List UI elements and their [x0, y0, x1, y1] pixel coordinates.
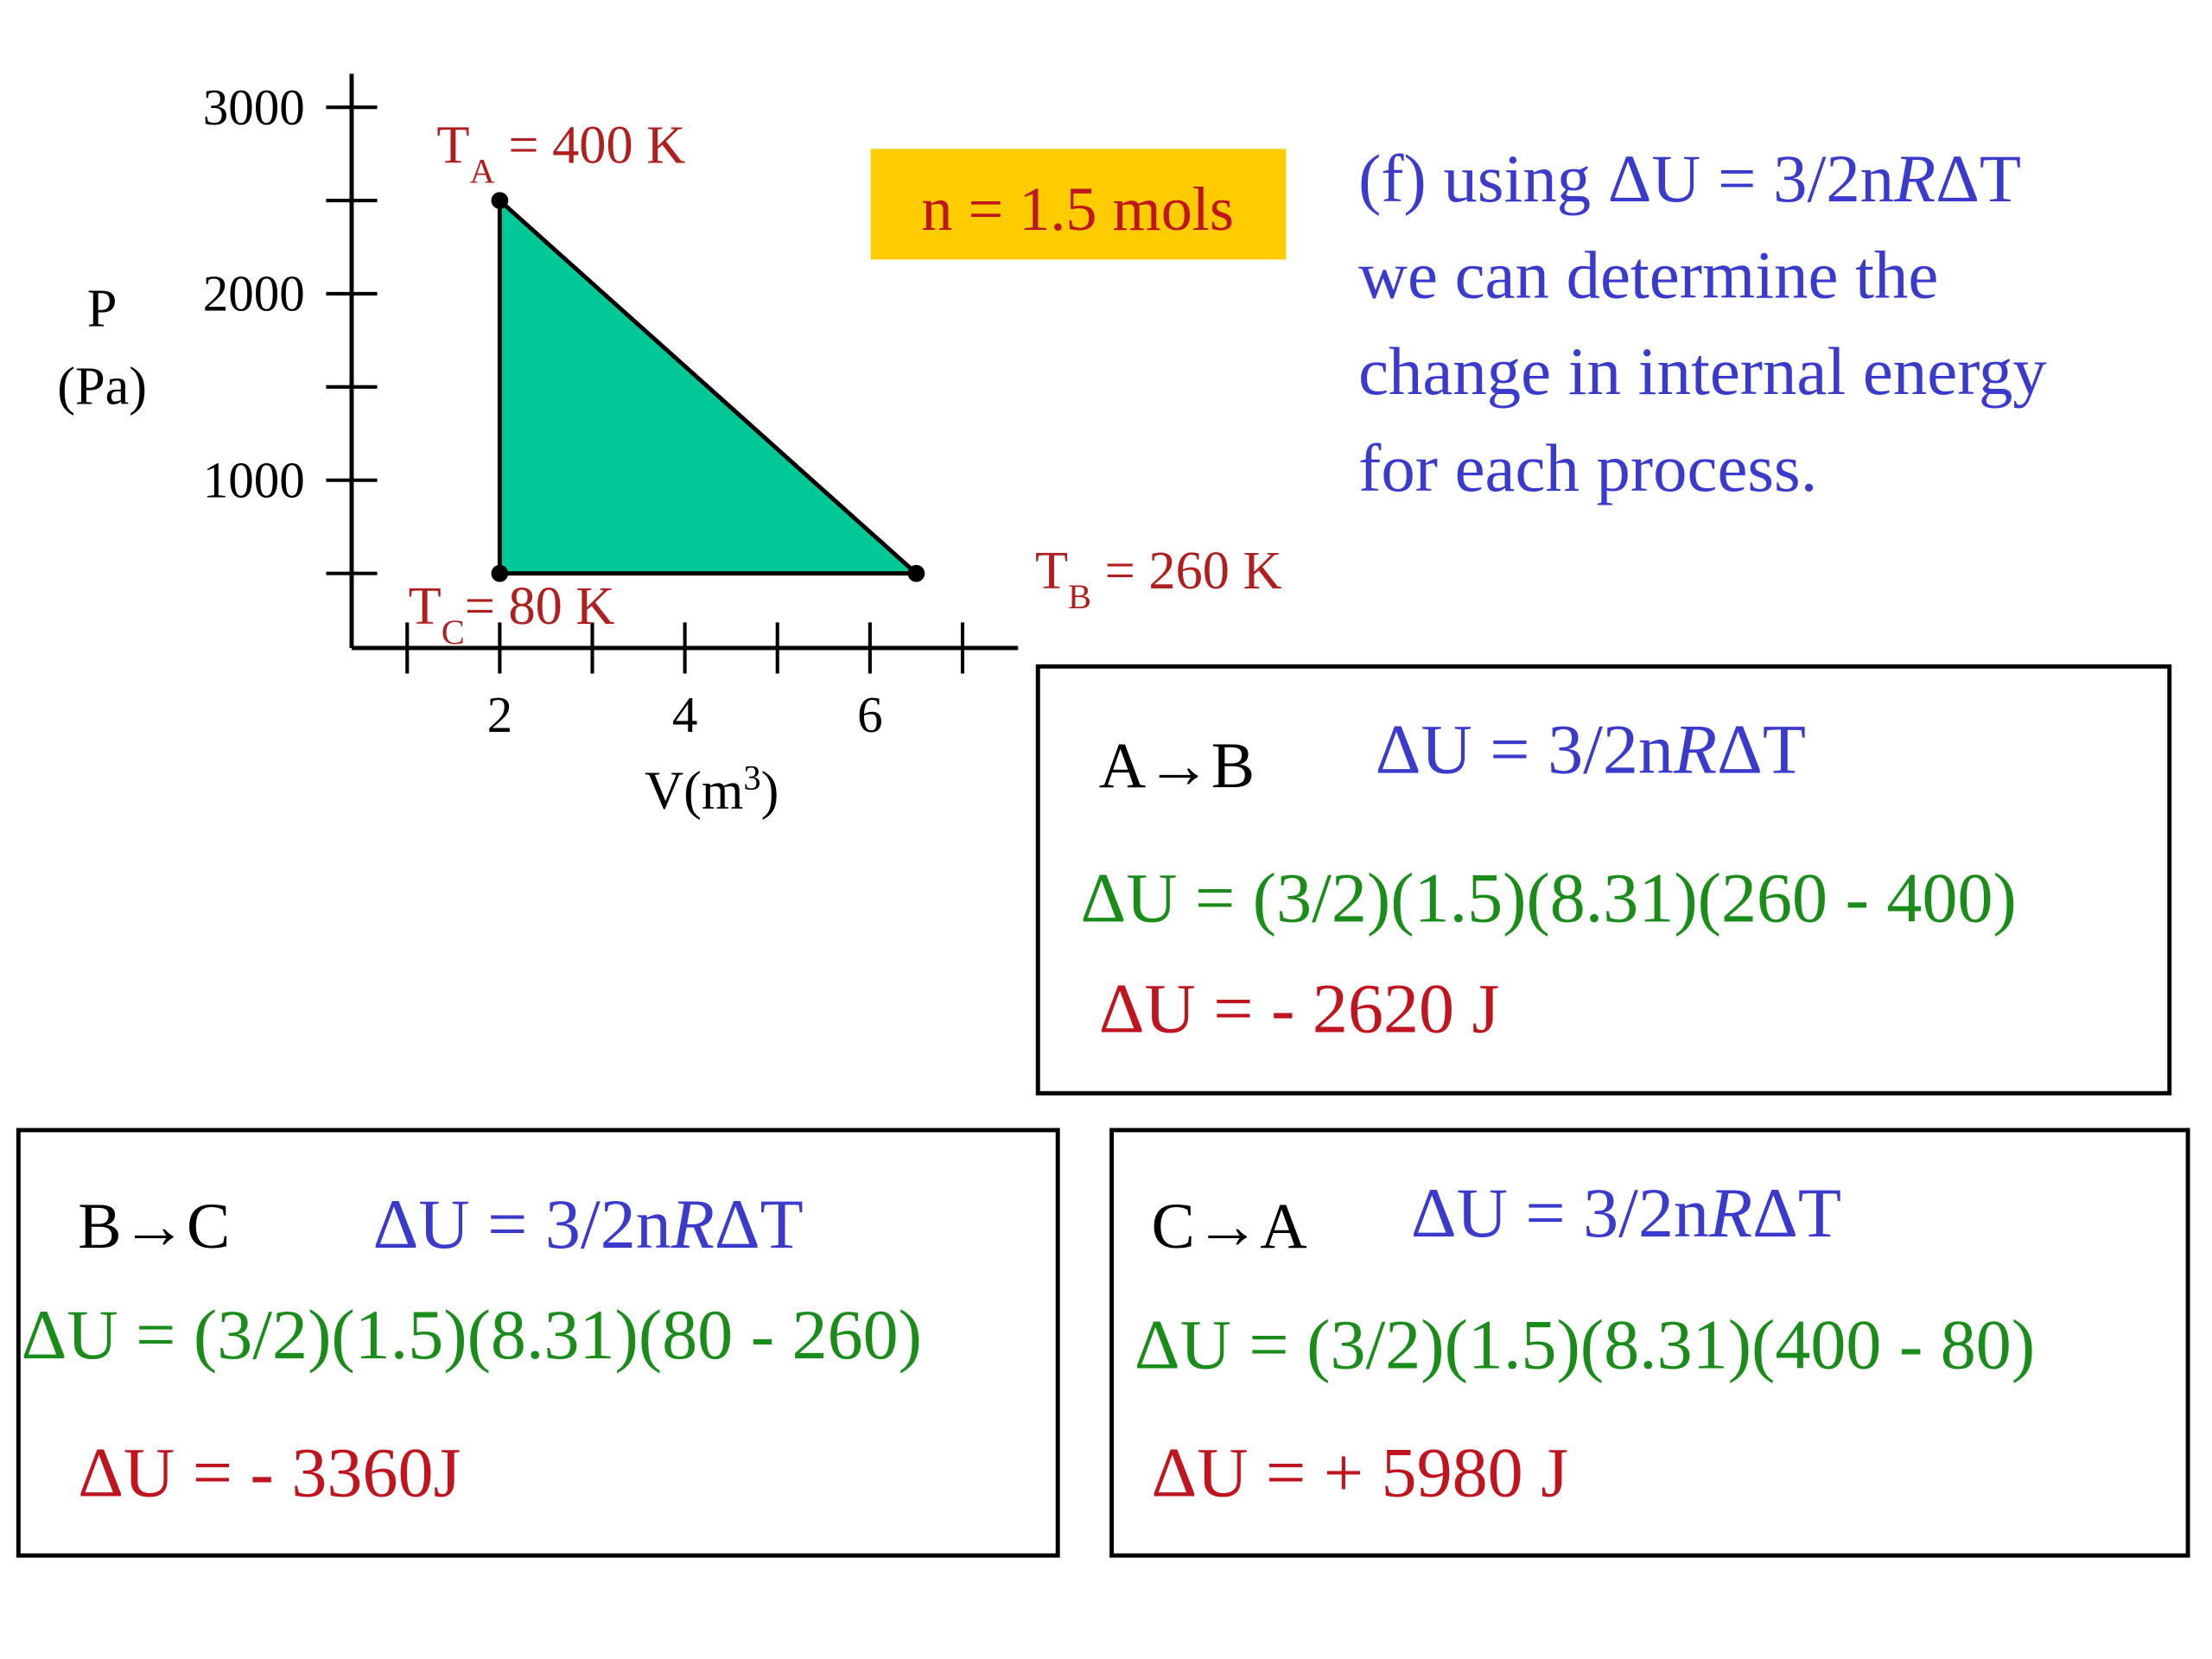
process-cycle — [497, 195, 922, 576]
box-calc: ΔU = (3/2)(1.5)(8.31)(80 - 260) — [22, 1295, 922, 1374]
x-axis-label-part: 3 — [743, 758, 760, 797]
x-tick-label: 4 — [672, 686, 698, 743]
box-formula-part: ΔU = 3/2n — [373, 1185, 671, 1263]
box — [16, 1128, 1060, 1558]
y-axis-label: P — [87, 278, 118, 338]
state-label: TC= 80 K — [409, 576, 615, 652]
box-formula: ΔU = 3/2nRΔT — [1376, 709, 1806, 788]
state-label-part: A — [470, 151, 495, 190]
intro-line-part: R — [1893, 142, 1936, 217]
box-title: A→B — [1099, 730, 1255, 802]
intro-line: change in internal energy — [1358, 334, 2047, 410]
x-tick-label: 6 — [857, 686, 883, 743]
state-label: TB = 260 K — [1035, 541, 1282, 616]
state-point — [491, 192, 509, 209]
box-calc-part: ΔU = (3/2)(1.5)(8.31)(80 - 260) — [22, 1295, 922, 1374]
state-label-part: T — [436, 116, 469, 175]
intro-line-part: for each process. — [1358, 431, 1817, 506]
state-label-part: = 400 K — [495, 116, 685, 175]
box-formula-part: ΔT — [715, 1185, 804, 1263]
box-title-part: B→C — [78, 1191, 230, 1262]
y-tick-label: 2000 — [203, 265, 305, 322]
box-calc: ΔU = (3/2)(1.5)(8.31)(400 - 80) — [1135, 1306, 2035, 1384]
intro-line: (f) using ΔU = 3/2nRΔT — [1358, 142, 2021, 217]
intro-line: we can determine the — [1358, 238, 1938, 314]
intro-line-part: (f) using ΔU = 3/2n — [1358, 142, 1894, 217]
box-calc-part: ΔU = (3/2)(1.5)(8.31)(260 - 400) — [1080, 859, 2016, 938]
state-label: TA = 400 K — [436, 116, 685, 190]
box-result-part: ΔU = + 5980 J — [1152, 1433, 1569, 1511]
box-calc-part: ΔU = (3/2)(1.5)(8.31)(400 - 80) — [1135, 1306, 2035, 1384]
box-formula: ΔU = 3/2nRΔT — [373, 1185, 804, 1263]
intro-line-part: change in internal energy — [1358, 334, 2047, 410]
y-axis-label: (Pa) — [57, 357, 147, 416]
box-result-part: ΔU = - 3360J — [78, 1433, 461, 1511]
state-point — [907, 564, 925, 582]
note-box — [870, 149, 1287, 260]
y-tick-label: 1000 — [203, 451, 305, 508]
y-tick-label: 3000 — [203, 79, 305, 136]
intro-line-part: we can determine the — [1358, 238, 1938, 314]
box-formula-part: ΔU = 3/2n — [1376, 709, 1674, 788]
state-label-part: C — [442, 613, 465, 652]
box-result: ΔU = - 3360J — [78, 1433, 461, 1511]
x-axis-label-part: ) — [761, 760, 779, 820]
x-axis-label: V(m3) — [645, 758, 779, 821]
state-label-part: T — [1035, 541, 1068, 601]
box-formula-part: R — [1708, 1173, 1752, 1252]
note: n = 1.5 mols — [921, 175, 1234, 244]
intro-line: for each process. — [1358, 431, 1817, 506]
box-formula-part: ΔU = 3/2n — [1411, 1173, 1709, 1252]
state-label-part: T — [409, 576, 442, 636]
box-title: B→C — [78, 1191, 230, 1262]
state-label-part: = 260 K — [1091, 541, 1281, 601]
box-title-part: C→A — [1152, 1191, 1307, 1262]
intro-line-part: ΔT — [1936, 142, 2021, 217]
state-label-part: = 80 K — [465, 576, 615, 636]
state-point — [491, 564, 509, 582]
box-formula-part: ΔT — [1752, 1173, 1841, 1252]
box-result: ΔU = - 2620 J — [1099, 969, 1500, 1048]
box-formula-part: R — [1673, 709, 1717, 788]
box-result: ΔU = + 5980 J — [1152, 1433, 1569, 1511]
state-label-part: B — [1068, 577, 1091, 616]
box-calc: ΔU = (3/2)(1.5)(8.31)(260 - 400) — [1080, 859, 2016, 938]
x-axis-label-part: V(m — [645, 760, 743, 820]
box-title-part: A→B — [1099, 730, 1255, 802]
box-result-part: ΔU = - 2620 J — [1099, 969, 1500, 1048]
box-title: C→A — [1152, 1191, 1307, 1262]
box-formula-part: ΔT — [1717, 709, 1806, 788]
box-formula: ΔU = 3/2nRΔT — [1411, 1173, 1841, 1252]
box-formula-part: R — [671, 1185, 715, 1263]
box — [1035, 664, 2172, 1096]
box — [1109, 1128, 2190, 1558]
x-tick-label: 2 — [487, 686, 513, 743]
